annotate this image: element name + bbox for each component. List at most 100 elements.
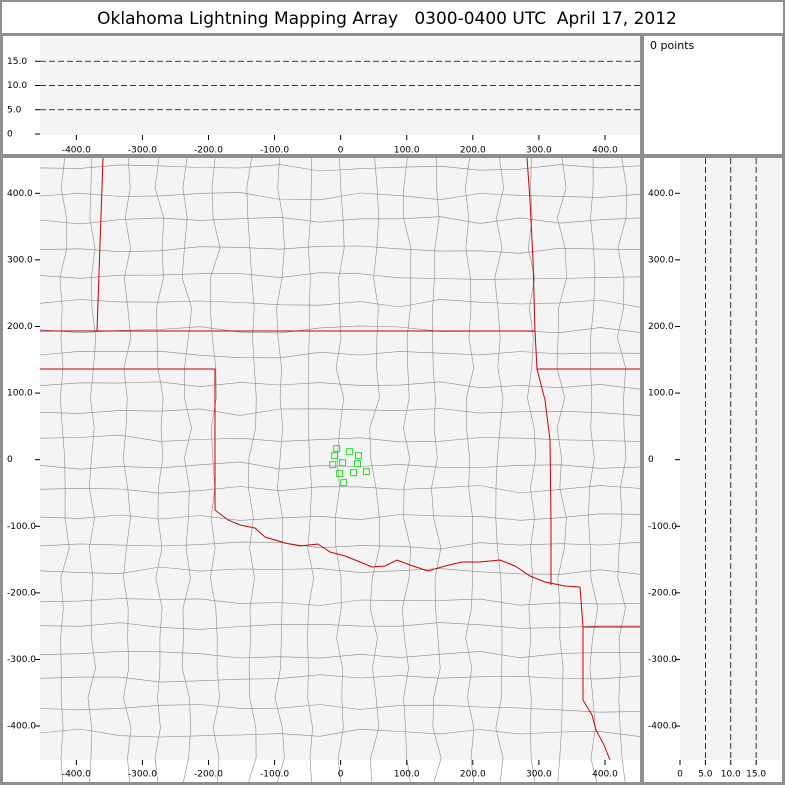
y-tick-label: -300.0 [648,655,677,665]
x-tick-label: 0 [338,770,344,780]
x-tick-label: 100.0 [394,146,420,156]
county-line [556,157,567,785]
county-line [39,408,641,416]
altitude-plot [40,37,640,135]
station [355,452,363,460]
county-line [39,245,641,254]
colorado-border [96,157,104,332]
x-tick-label: 300.0 [526,770,552,780]
county-line [209,157,221,785]
county-line [87,157,97,785]
panhandle-border [40,368,216,510]
county-line [617,157,627,785]
points-panel [644,36,782,154]
county-line [154,157,165,785]
county-line [39,704,641,713]
county-line [122,157,132,785]
y-tick-label: -100.0 [648,522,677,532]
county-line [39,513,641,521]
y-tick-label: 10.0 [7,81,27,91]
red-river [214,509,581,588]
county-line [369,157,380,785]
county-line [39,216,641,225]
county-line [39,622,640,630]
county-line [39,674,641,683]
y-tick-label: 200.0 [7,322,33,332]
y-tick-label: -400.0 [648,722,677,732]
y-tick-label: 400.0 [7,189,33,199]
x-tick-label: 5.0 [698,770,713,780]
x-tick-label: 300.0 [526,146,552,156]
x-tick-label: -100.0 [260,146,289,156]
y-tick-label: 15.0 [7,57,27,67]
y-tick-label: 300.0 [7,255,33,265]
county-line [39,598,641,606]
county-line [402,157,412,785]
county-line [39,299,641,308]
county-line [464,157,475,785]
county-line [39,485,641,494]
x-tick-label: 200.0 [460,770,486,780]
x-tick-label: 0 [338,146,344,156]
station [340,479,348,487]
county-line [39,541,641,550]
station [333,445,341,453]
state-borders [40,157,640,761]
y-tick-label: 100.0 [648,389,674,399]
county-line [39,325,641,334]
y-tick-label: 0 [7,130,13,140]
station [346,448,354,456]
county-line [307,157,314,785]
county-line [588,158,599,785]
y-tick-label: 200.0 [648,322,674,332]
title: Oklahoma Lightning Mapping Array 0300-04… [97,9,677,29]
y-tick-label: -100.0 [7,522,36,532]
x-tick-label: 15.0 [746,770,766,780]
county-line [431,157,442,785]
county-line [334,157,345,785]
county-line [527,157,536,785]
county-lines [39,157,641,785]
x-tick-label: 0 [677,770,683,780]
y-tick-label: 100.0 [7,389,33,399]
x-tick-label: -300.0 [128,146,157,156]
x-tick-label: -200.0 [194,770,223,780]
x-tick-label: -400.0 [62,770,91,780]
county-line [39,350,641,359]
county-line [246,157,257,785]
x-tick-label: -200.0 [194,146,223,156]
y-tick-label: -200.0 [648,588,677,598]
y-tick-label: 0 [7,455,13,465]
x-tick-label: 400.0 [592,770,618,780]
x-tick-label: 100.0 [394,770,420,780]
x-tick-label: 400.0 [592,146,618,156]
points-count: 0 points [650,39,695,52]
x-tick-label: -300.0 [128,770,157,780]
y-tick-label: 5.0 [7,105,22,115]
county-line [39,434,641,443]
y-tick-label: 0 [648,455,654,465]
county-line [39,728,641,738]
county-line [181,157,193,785]
side-plot [680,158,780,760]
station [339,459,347,467]
x-tick-label: -400.0 [62,146,91,156]
y-tick-label: 300.0 [648,255,674,265]
station [362,468,370,476]
y-tick-label: -200.0 [7,588,36,598]
county-line [59,157,70,785]
title-bar [2,2,783,33]
y-tick-label: -300.0 [7,655,36,665]
county-line [494,157,505,785]
county-line [39,192,641,201]
station [336,470,344,478]
station [331,452,339,460]
county-line [274,157,285,785]
station [354,460,362,468]
x-tick-label: 10.0 [721,770,741,780]
x-tick-label: -100.0 [260,770,289,780]
station [350,469,358,477]
x-tick-label: 200.0 [460,146,486,156]
y-tick-label: 400.0 [648,189,674,199]
